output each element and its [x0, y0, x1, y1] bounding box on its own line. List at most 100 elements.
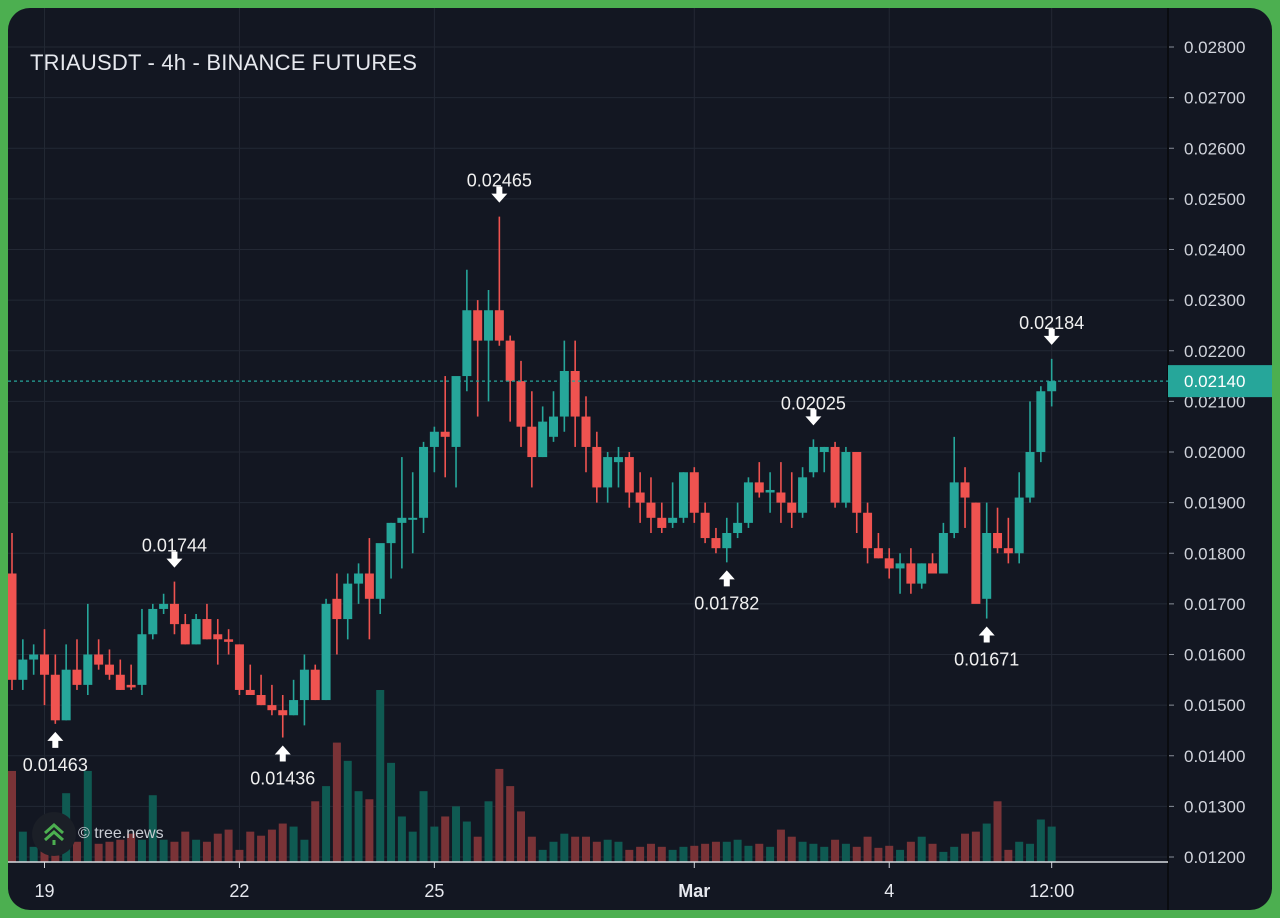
candle-up	[343, 583, 353, 620]
candlestick-chart[interactable]: 0.02800 0.02700 0.02600 0.02500 0.02400 0.023…	[8, 8, 1272, 910]
volume-bar	[462, 821, 471, 862]
candle-up	[375, 543, 385, 599]
volume-bar	[755, 843, 764, 862]
candle-down	[94, 654, 104, 665]
volume-bar	[83, 770, 92, 862]
candle-up	[949, 482, 959, 533]
volume-bar	[874, 847, 883, 862]
candle-up	[1025, 452, 1035, 498]
volume-bar	[170, 841, 179, 862]
candle-up	[397, 517, 407, 523]
volume-bar	[787, 836, 796, 862]
candle-down	[440, 431, 450, 437]
candle-up	[819, 446, 829, 452]
volume-bar	[571, 836, 580, 862]
volume-bar	[538, 849, 547, 862]
volume-bar	[419, 791, 428, 862]
volume-bar	[993, 801, 1002, 862]
candle-down	[689, 472, 699, 513]
arrow-up-icon	[718, 570, 735, 587]
arrow-down-icon	[1043, 328, 1060, 345]
volume-bar	[246, 831, 255, 862]
candle-down	[884, 558, 894, 569]
volume-bar	[722, 841, 731, 862]
volume-bar	[1004, 849, 1013, 862]
candle-up	[386, 522, 396, 544]
candle-up	[137, 634, 147, 685]
candle-up	[668, 517, 678, 523]
volume-bar	[982, 823, 991, 862]
volume-bar	[1047, 826, 1056, 862]
volume-bar	[603, 839, 612, 862]
y-tick-label: 0.01500	[1184, 696, 1245, 715]
low-price-label: 0.01436	[250, 769, 315, 789]
volume-bar	[473, 836, 482, 862]
candle-up	[83, 654, 93, 685]
volume-bar	[1026, 843, 1035, 862]
volume-bar	[906, 841, 915, 862]
volume-bar	[300, 839, 309, 862]
candle-down	[169, 603, 179, 625]
volume-bar	[798, 841, 807, 862]
candle-down	[581, 416, 591, 447]
candle-up	[191, 619, 201, 645]
candle-down	[873, 548, 883, 559]
candle-down	[635, 492, 645, 503]
high-price-label: 0.02184	[1019, 313, 1084, 333]
candle-down	[906, 563, 916, 584]
candle-up	[321, 603, 331, 701]
candle-up	[1047, 381, 1057, 392]
candle-down	[234, 644, 244, 690]
y-tick-label: 0.01900	[1184, 494, 1245, 513]
high-price-label: 0.02465	[467, 171, 532, 191]
x-tick-label: 12:00	[1029, 881, 1074, 901]
volume-bar	[278, 823, 287, 862]
volume-bar	[581, 836, 590, 862]
candle-up	[408, 517, 418, 520]
volume-bar	[1036, 819, 1045, 862]
candle-down	[494, 310, 504, 341]
volume-bar	[332, 742, 341, 862]
y-tick-label: 0.02800	[1184, 38, 1245, 57]
y-tick-label: 0.02700	[1184, 89, 1245, 108]
candle-down	[50, 674, 60, 721]
volume-bar	[852, 846, 861, 862]
low-price-label: 0.01671	[954, 650, 1019, 670]
candle-up	[148, 608, 158, 635]
volume-bar	[484, 801, 493, 862]
volume-bar	[841, 843, 850, 862]
candle-up	[1036, 391, 1046, 452]
arrow-down-icon	[491, 186, 508, 203]
candle-down	[473, 310, 483, 341]
candle-down	[1003, 548, 1013, 554]
y-tick-label: 0.02500	[1184, 190, 1245, 209]
high-price-label: 0.01744	[142, 536, 207, 556]
candle-down	[527, 426, 537, 458]
candle-down	[516, 381, 526, 427]
volume-bar	[560, 833, 569, 862]
candle-up	[559, 371, 569, 417]
candle-down	[115, 674, 125, 690]
volume-bar	[701, 843, 710, 862]
x-tick-label: 25	[424, 881, 444, 901]
volume-bar	[365, 799, 374, 862]
volume-bar	[733, 839, 742, 862]
tree-news-logo-icon	[32, 812, 76, 856]
x-tick-label: 22	[229, 881, 249, 901]
candle-down	[624, 457, 634, 493]
volume-bar	[506, 786, 515, 862]
candle-down	[700, 512, 710, 539]
volume-bar	[322, 786, 331, 862]
y-tick-label: 0.02400	[1184, 241, 1245, 260]
candle-up	[798, 477, 808, 513]
volume-bar	[961, 833, 970, 862]
watermark: © tree.news	[32, 812, 164, 856]
arrow-up-icon	[47, 731, 64, 748]
candle-down	[787, 502, 797, 513]
candle-down	[267, 705, 277, 711]
volume-bar	[376, 690, 385, 862]
arrow-up-icon	[978, 626, 995, 643]
low-price-label: 0.01782	[694, 593, 759, 613]
volume-bar	[863, 836, 872, 862]
arrow-up-icon	[274, 745, 291, 762]
